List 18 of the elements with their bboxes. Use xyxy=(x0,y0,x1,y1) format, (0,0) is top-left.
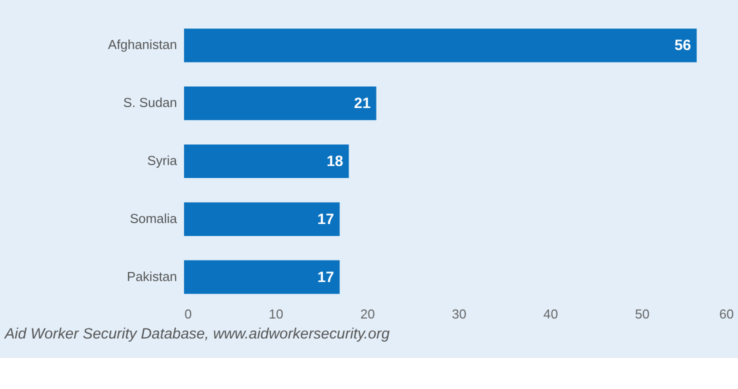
y-tick-label: Somalia xyxy=(130,210,178,226)
data-label: 21 xyxy=(354,95,371,112)
text: Aid Worker Security Database, www.aidworkersecurity.org xyxy=(4,326,390,343)
x-tick-label: 30 xyxy=(452,306,466,322)
data-label: 56 xyxy=(674,37,692,54)
x-tick-label: 20 xyxy=(360,306,375,322)
data-label: 17 xyxy=(317,268,334,286)
y-tick-label: Afghanistan xyxy=(108,37,178,52)
x-tick-label: 60 xyxy=(719,306,734,322)
x-tick-label: 50 xyxy=(634,306,650,322)
x-tick-label: 40 xyxy=(543,306,558,322)
data-label: 18 xyxy=(326,152,344,170)
y-tick-label: Syria xyxy=(147,152,178,168)
x-tick-label: 10 xyxy=(268,306,284,322)
data-label: 17 xyxy=(317,210,334,228)
y-tick-label: S. Sudan xyxy=(123,95,178,110)
y-tick-label: Pakistan xyxy=(126,268,178,284)
x-tick-label: 0 xyxy=(184,306,192,322)
